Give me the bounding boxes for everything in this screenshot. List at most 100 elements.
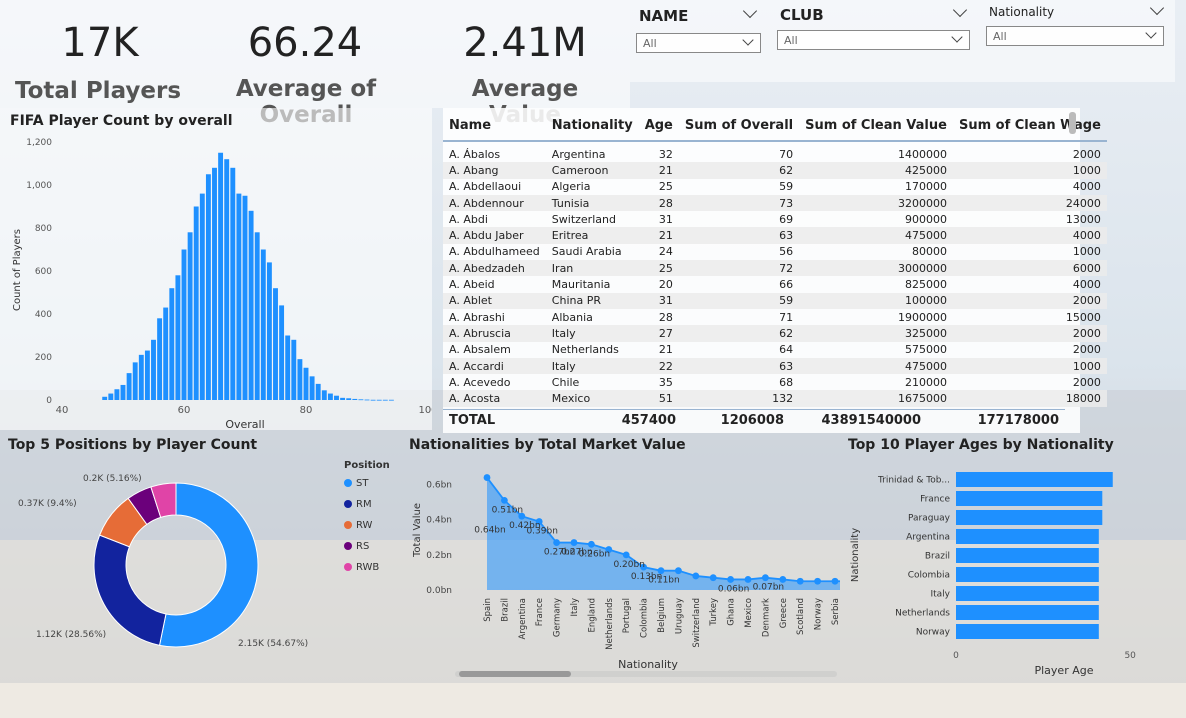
legend-item-rwb[interactable]: RWB [344,562,379,573]
table-row[interactable]: A. Abruscia Italy 27 62 325000 2000 [443,325,1107,342]
x-axis-label: Nationality [618,658,678,671]
player-table: Name Nationality Age Sum of Overall Sum of C… [443,110,1107,407]
histogram-bar [175,275,181,400]
table-row[interactable]: A. Absalem Netherlands 21 64 575000 2000 [443,342,1107,358]
legend-item-st[interactable]: ST [344,478,368,489]
table-cell: 2000 [952,292,1107,309]
legend-item-rm[interactable]: RM [344,499,372,510]
player-ages-bar-chart: Trinidad & Tob... France Paraguay Argentina… [850,472,1136,677]
table-row[interactable]: A. Accardi Italy 22 63 475000 1000 [443,357,1107,375]
horizontal-scrollbar-thumb[interactable] [459,671,571,677]
table-cell: 3000000 [799,260,953,277]
data-point [622,551,630,559]
table-cell: 27 [638,325,679,342]
donut-slice-rm [93,534,167,646]
table-cell: 24000 [952,194,1107,212]
table-row[interactable]: A. Acevedo Chile 35 68 210000 2000 [443,374,1107,390]
table-row[interactable]: A. Abdellaoui Algeria 25 59 170000 4000 [443,179,1107,195]
y-tick-label: Paraguay [908,514,951,524]
x-tick-label: Denmark [761,598,771,637]
legend-dot-icon [344,521,352,529]
table-row[interactable]: A. Abedzadeh Iran 25 72 3000000 6000 [443,260,1107,277]
histogram-bar [334,395,339,400]
table-row[interactable]: A. Abdi Switzerland 31 69 900000 13000 [443,211,1107,227]
table-cell: 21 [658,343,673,357]
y-tick-label: Netherlands [895,609,950,619]
histogram-bar [181,249,187,400]
table-cell: 4000 [1072,180,1101,194]
table-row[interactable]: A. Abdu Jaber Eritrea 21 63 475000 4000 [443,227,1107,244]
y-tick-label: Brazil [925,552,950,562]
slicer-name-title: NAME [639,7,689,25]
data-point [535,518,543,525]
table-cell: Italy [545,325,639,342]
table-row[interactable]: A. Ábalos Argentina 32 70 1400000 2000 [443,146,1107,162]
table-row[interactable]: A. Abrashi Albania 28 71 1900000 15000 [443,309,1107,325]
histogram-bar [340,397,346,400]
y-tick-label: 0.4bn [426,516,452,526]
histogram-bar [212,167,217,400]
x-tick-label: Ghana [727,598,737,626]
table-cell: Mauritania [551,278,611,292]
y-tick-label: Norway [916,628,951,638]
legend-dot-icon [344,563,352,571]
table-row[interactable]: A. Abeid Mauritania 20 66 825000 4000 [443,276,1107,292]
legend-item-rw[interactable]: RW [344,520,372,531]
y-tick-label: France [920,495,950,505]
table-cell: 575000 [904,343,947,357]
x-tick-label: Belgium [657,598,667,633]
column-header[interactable]: Age [638,110,679,142]
table-cell: 62 [678,162,800,179]
table-row[interactable]: A. Abdulhameed Saudi Arabia 24 56 80000 1000 [443,244,1107,260]
histogram-bar [321,390,327,400]
y-tick-label: 800 [35,224,52,234]
table-row[interactable]: A. Abang Cameroon 21 62 425000 1000 [443,162,1107,179]
x-tick-label: 80 [300,405,313,416]
data-point [727,576,734,583]
table-cell: 1000 [952,162,1107,179]
table-cell: 15000 [1065,310,1101,324]
legend-item-rs[interactable]: RS [344,541,369,552]
data-point [657,567,665,575]
histogram-bar [309,376,315,400]
histogram-bar [376,399,382,401]
histogram-bar [126,373,132,400]
data-label: 0.51bn [492,505,523,515]
histogram-bar [291,339,297,400]
histogram-bar [193,206,199,400]
column-header[interactable]: Nationality [545,110,639,142]
column-header[interactable]: Sum of Clean Value [799,110,953,142]
y-tick-label: 1,000 [26,181,52,191]
column-header[interactable]: Sum of Clean Wage [952,110,1107,142]
histogram-bar [108,393,114,400]
table-cell: Eritrea [545,227,639,244]
data-label: 0.39bn [526,526,557,536]
table-cell: 3200000 [799,194,953,212]
donut-data-label: 2.15K (54.67%) [238,639,308,649]
table-cell: 132 [678,390,800,407]
horizontal-scrollbar[interactable] [455,671,837,677]
table-cell: 4000 [1072,278,1101,292]
market-value-area-chart: 0.0bn0.2bn0.4bn0.6bn0.64bn0.51bn0.42bn0.… [412,474,840,671]
data-point [553,539,560,546]
data-point [605,546,613,553]
slicer-name-dropdown[interactable]: All [636,33,761,53]
table-total-wage: 177178000 [977,413,1059,428]
table-cell: 325000 [799,325,953,342]
kpi-average-overall-value: 66.24 [247,20,363,66]
slicer-club-dropdown[interactable]: All [777,30,970,50]
x-tick-label: Uruguay [674,598,684,634]
column-header[interactable]: Name [443,110,546,142]
histogram-bar [273,288,278,400]
table-row[interactable]: A. Ablet China PR 31 59 100000 2000 [443,292,1107,309]
column-header[interactable]: Sum of Overall [678,110,800,142]
data-label: 0.26bn [579,549,610,559]
table-row[interactable]: A. Acosta Mexico 51 132 1675000 18000 [443,390,1107,407]
table-scrollbar[interactable] [1069,112,1076,134]
x-tick-label: 40 [56,405,69,416]
table-cell: 62 [678,325,800,342]
x-tick-label: France [535,598,545,626]
table-row[interactable]: A. Abdennour Tunisia 28 73 3200000 24000 [443,194,1107,212]
slicer-nationality-dropdown[interactable]: All [986,26,1164,46]
data-point [779,576,787,583]
